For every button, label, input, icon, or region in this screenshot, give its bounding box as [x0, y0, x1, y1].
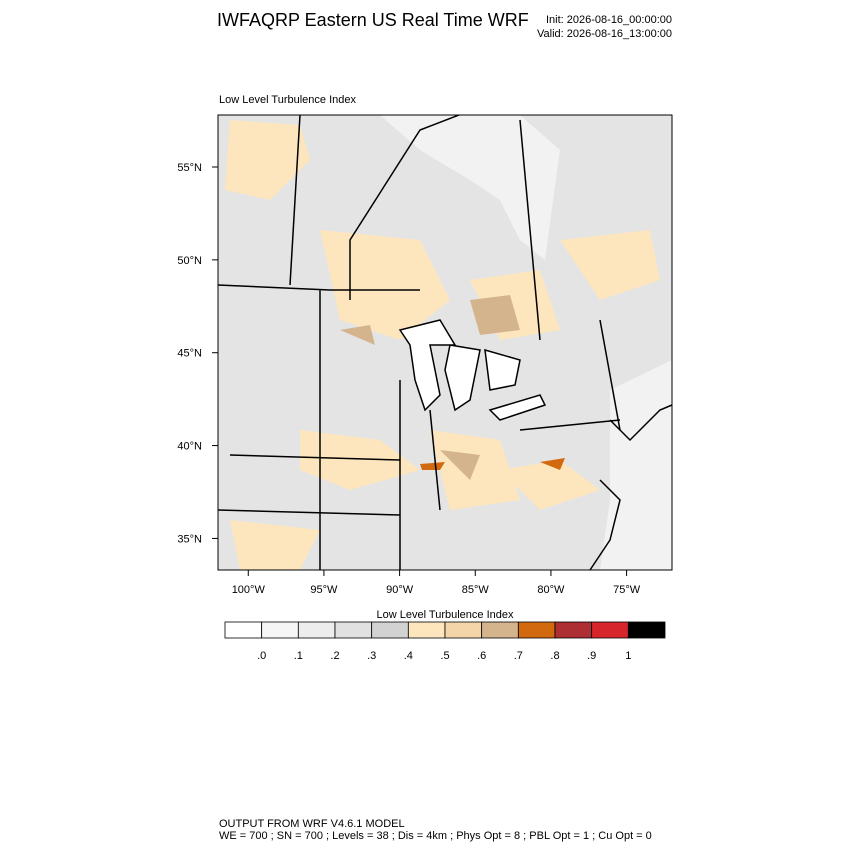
colorbar-box	[627, 621, 666, 639]
lon-tick-label: 80°W	[537, 584, 565, 596]
colorbar-box	[407, 621, 446, 639]
map	[217, 114, 673, 571]
colorbar-label: .6	[477, 650, 486, 662]
colorbar-box	[517, 621, 556, 639]
lat-tick-label: 50°N	[177, 255, 202, 267]
colorbar-label: .8	[550, 650, 559, 662]
colorbar-label: .4	[404, 650, 413, 662]
colorbar-box	[297, 621, 336, 639]
colorbar-label: 1	[625, 650, 631, 662]
colorbar-title: Low Level Turbulence Index	[377, 609, 514, 621]
colorbar-label: .5	[440, 650, 449, 662]
footer-line-1: OUTPUT FROM WRF V4.6.1 MODEL	[219, 818, 405, 830]
map-title: Low Level Turbulence Index	[219, 94, 356, 106]
lat-tick-label: 45°N	[177, 348, 202, 360]
turbulence-mid	[340, 295, 520, 480]
colorbar-box	[334, 621, 373, 639]
colorbar-label: .0	[257, 650, 266, 662]
lat-tick-label: 55°N	[177, 162, 202, 174]
valid-time: Valid: 2026-08-16_13:00:00	[537, 28, 672, 40]
colorbar-box	[444, 621, 483, 639]
footer-line-2: WE = 700 ; SN = 700 ; Levels = 38 ; Dis …	[219, 830, 652, 842]
hudson-bay	[380, 115, 560, 260]
lon-tick-label: 100°W	[232, 584, 266, 596]
colorbar-box	[591, 621, 629, 639]
colorbar-box	[371, 621, 409, 639]
colorbar-box	[554, 621, 593, 639]
map-frame	[217, 114, 673, 571]
colorbar-label: .2	[330, 650, 339, 662]
lon-tick-label: 75°W	[613, 584, 641, 596]
coastline	[589, 404, 672, 570]
colorbar-label: .9	[587, 650, 596, 662]
lon-tick-label: 85°W	[462, 584, 490, 596]
lat-tick-label: 40°N	[177, 441, 202, 453]
init-time: Init: 2026-08-16_00:00:00	[546, 14, 672, 26]
turbulence-high	[420, 458, 565, 470]
ocean	[600, 360, 672, 570]
colorbar-box	[224, 621, 263, 639]
colorbar-box	[261, 621, 299, 639]
colorbar-label: .7	[514, 650, 523, 662]
title: IWFAQRP Eastern US Real Time WRF	[217, 10, 529, 30]
boundaries	[218, 115, 621, 570]
lat-tick-label: 35°N	[177, 533, 202, 545]
lon-tick-label: 90°W	[386, 584, 414, 596]
colorbar-label: .3	[367, 650, 376, 662]
colorbar-box	[481, 621, 519, 639]
great-lakes	[398, 319, 547, 421]
colorbar-label: .1	[294, 650, 303, 662]
lon-tick-label: 95°W	[310, 584, 338, 596]
